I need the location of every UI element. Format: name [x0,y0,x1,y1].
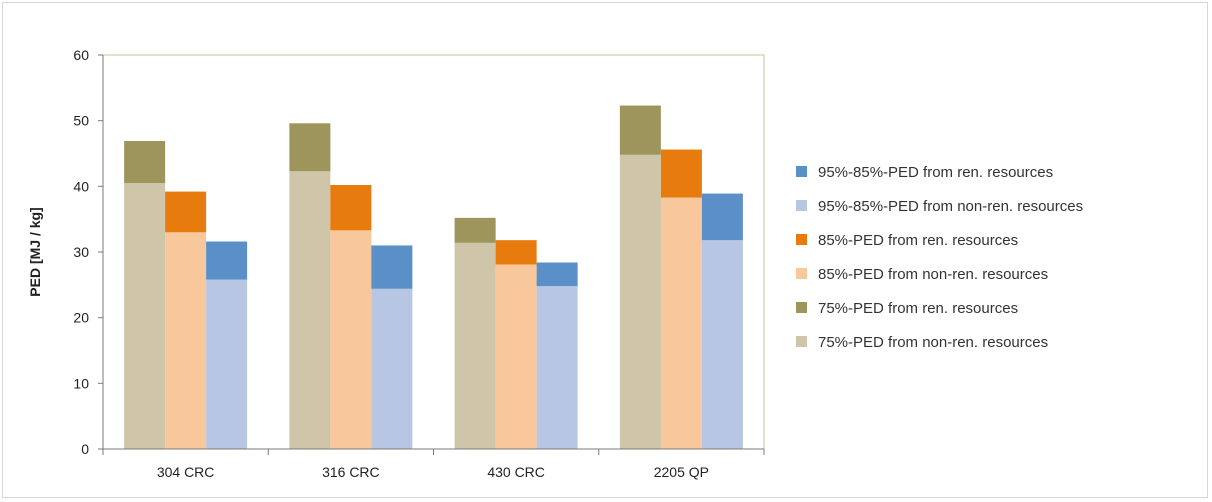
y-axis-label: PED [MJ / kg] [27,207,43,296]
bar-75%-non-ren-1 [289,171,331,450]
bar-95%-85%-ren-0 [206,241,248,280]
legend-label: 95%-85%-PED from non-ren. resources [818,198,1083,215]
legend-swatch [796,302,807,313]
bar-85%-ren-1 [330,185,372,231]
y-tick-label: 40 [73,178,89,194]
bar-85%-non-ren-1 [330,230,372,449]
y-tick-label: 60 [73,47,89,63]
y-tick-label: 30 [73,244,89,260]
legend-swatch [796,268,807,279]
legend-swatch [796,336,807,347]
bar-85%-non-ren-2 [495,264,537,449]
legend-label: 75%-PED from ren. resources [818,300,1018,317]
bar-85%-ren-0 [165,191,207,233]
legend-swatch [796,234,807,245]
x-tick-label: 2205 QP [654,464,709,480]
legend-label: 85%-PED from non-ren. resources [818,266,1048,283]
x-tick-label: 304 CRC [157,464,215,480]
y-tick-label: 0 [81,441,89,457]
bar-85%-ren-3 [660,149,702,198]
bars-layer [124,105,743,450]
legend-label: 75%-PED from non-ren. resources [818,334,1048,351]
bar-75%-non-ren-2 [454,242,496,449]
legend-label: 85%-PED from ren. resources [818,232,1018,249]
y-ticks: 0 10 20 30 40 50 60 [73,47,103,457]
bar-85%-non-ren-0 [165,232,207,449]
x-ticks: 304 CRC 316 CRC 430 CRC 2205 QP [102,449,765,480]
bar-85%-ren-2 [495,240,537,265]
y-tick-label: 50 [73,113,89,129]
bar-95%-85%-ren-2 [536,262,578,287]
bar-75%-non-ren-3 [619,154,661,449]
y-tick-label: 20 [73,310,89,326]
bar-95%-85%-ren-3 [701,193,743,241]
bar-95%-85%-non-ren-1 [371,288,413,449]
x-tick-label: 316 CRC [322,464,380,480]
bar-75%-ren-3 [619,105,661,155]
bar-95%-85%-non-ren-0 [206,279,248,449]
bar-95%-85%-non-ren-3 [701,240,743,449]
bar-75%-ren-0 [124,141,166,184]
y-tick-label: 10 [73,375,89,391]
legend-swatch [796,166,807,177]
bar-75%-ren-2 [454,217,496,243]
bar-75%-ren-1 [289,123,331,172]
x-tick-label: 430 CRC [487,464,545,480]
bar-95%-85%-non-ren-2 [536,286,578,449]
legend-swatch [796,200,807,211]
legend-label: 95%-85%-PED from ren. resources [818,164,1053,181]
bar-85%-non-ren-3 [660,197,702,449]
bar-95%-85%-ren-1 [371,245,413,289]
bar-75%-non-ren-0 [124,183,166,450]
legend: 95%-85%-PED from ren. resources 95%-85%-P… [796,164,1083,351]
